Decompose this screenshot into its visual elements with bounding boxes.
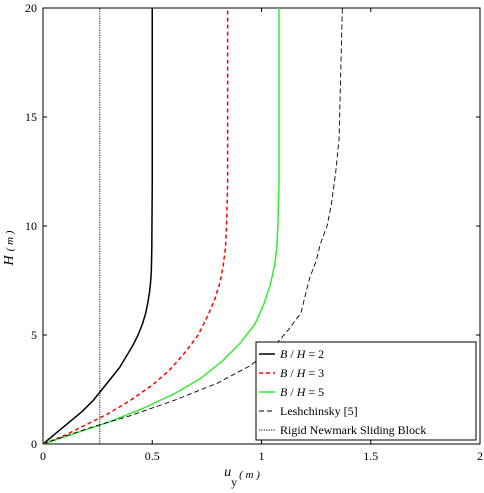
- x-axis-label: uy( m ): [224, 465, 260, 489]
- legend-label-1: B / H = 2: [280, 347, 324, 361]
- legend-label-5: Rigid Newmark Sliding Block: [280, 423, 426, 437]
- series-lines: [42, 7, 343, 445]
- x-tick-label: 1: [259, 449, 265, 463]
- x-tick-label: 0: [40, 449, 46, 463]
- series-line-2: [42, 8, 229, 445]
- legend: B / H = 2 B / H = 3 B / H = 5 Leshchinsky […: [255, 341, 477, 441]
- legend-label-2: B / H = 3: [280, 366, 324, 380]
- series-line-4: [42, 7, 343, 445]
- legend-label-3: B / H = 5: [280, 385, 324, 399]
- legend-box: [255, 341, 477, 441]
- x-tick-label: 0.5: [145, 449, 160, 463]
- y-tick-label: 10: [25, 219, 37, 233]
- y-tick-label: 20: [25, 1, 37, 15]
- y-axis-label: H( m ): [2, 230, 17, 266]
- legend-entries: B / H = 2 B / H = 3 B / H = 5 Leshchinsky […: [259, 347, 426, 437]
- series-line-3: [42, 8, 280, 445]
- legend-label-4: Leshchinsky [5]: [280, 404, 358, 418]
- x-tick-label: 2: [477, 449, 483, 463]
- x-tick-label: 1.5: [363, 449, 378, 463]
- y-tick-label: 15: [25, 110, 37, 124]
- series-line-1: [42, 8, 153, 445]
- y-tick-label: 0: [31, 437, 37, 451]
- y-tick-label: 5: [31, 328, 37, 342]
